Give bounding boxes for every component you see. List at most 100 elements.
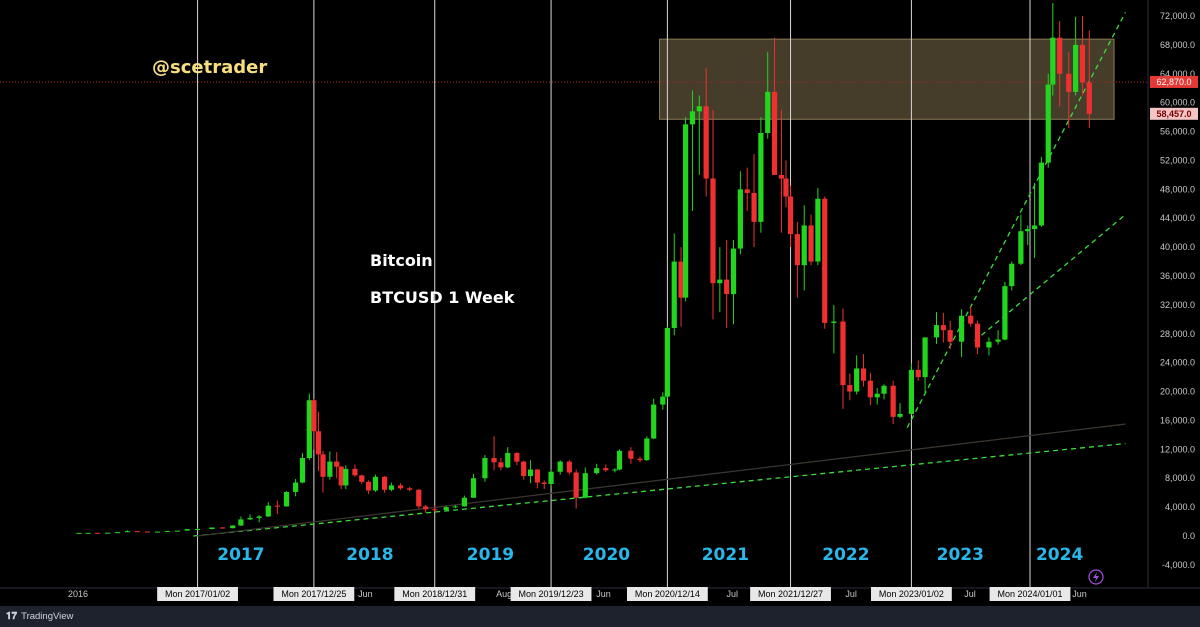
candle-body [689, 111, 696, 125]
candle-body [822, 198, 828, 323]
x-date-label: Mon 2018/12/31 [402, 589, 467, 599]
candle-body [1045, 84, 1051, 163]
candle-body [256, 516, 262, 518]
candle-body [527, 469, 534, 477]
x-tick-label: Jul [964, 589, 976, 599]
candle-body [423, 506, 429, 510]
candle-body [1002, 286, 1008, 340]
candle-body [164, 530, 170, 532]
candle-body [443, 507, 449, 510]
candle-body [315, 431, 322, 455]
candle-body [230, 525, 236, 529]
candle-body [514, 452, 520, 462]
candle-body [184, 529, 190, 531]
candle-body [940, 325, 946, 331]
candle-body [452, 506, 458, 508]
x-date-box [871, 587, 952, 601]
year-label: 2017 [217, 545, 264, 565]
candle-body [874, 393, 880, 398]
x-date-box [510, 587, 592, 601]
candle-body [986, 341, 992, 348]
candle-body [616, 450, 623, 470]
candle-body [737, 189, 743, 249]
candle-body [334, 461, 340, 467]
y-tick-label: 56,000.0 [1160, 127, 1195, 137]
candle-body [1057, 37, 1063, 74]
candle-body [338, 466, 344, 486]
y-tick-label: 4,000.0 [1165, 502, 1195, 512]
candle-body [209, 527, 215, 529]
x-tick-label: Jun [596, 589, 611, 599]
candle-body [730, 248, 737, 295]
candle-body [343, 468, 349, 486]
candle-body [432, 509, 438, 511]
y-tick-label: 48,000.0 [1160, 184, 1195, 194]
y-tick-label: 24,000.0 [1160, 358, 1195, 368]
y-tick-label: 72,000.0 [1160, 11, 1195, 21]
trendline [974, 214, 1126, 342]
candle-body [897, 413, 903, 417]
price-label-reference [1150, 75, 1198, 88]
candle-body [908, 369, 915, 414]
lightning-bolt-icon [1093, 572, 1099, 582]
candle-body [220, 527, 226, 529]
candle-body [461, 497, 468, 507]
candle-body [744, 189, 750, 193]
candle-body [359, 475, 365, 482]
candle-body [265, 505, 271, 517]
candle-body [915, 369, 921, 378]
candle-body [860, 368, 867, 381]
candle-body [933, 325, 940, 338]
candle-body [1031, 225, 1038, 230]
x-date-box [394, 587, 476, 601]
lightning-icon[interactable] [1088, 569, 1104, 585]
y-tick-label: 0.0 [1182, 531, 1195, 541]
x-date-box [626, 587, 708, 601]
x-tick-label: Aug [496, 589, 512, 599]
tradingview-brand: TradingView [21, 611, 74, 622]
candle-body [881, 385, 887, 394]
candle-body [366, 481, 372, 491]
candle-body [660, 396, 666, 405]
x-date-label: Mon 2021/12/27 [758, 589, 823, 599]
candle-body [890, 385, 896, 417]
candle-body [1038, 162, 1045, 226]
x-date-label: Mon 2023/01/02 [879, 589, 944, 599]
candle-body [320, 454, 326, 477]
candle-body [1066, 73, 1072, 92]
x-date-box [157, 587, 238, 601]
y-tick-label: 44,000.0 [1160, 213, 1195, 223]
chart-canvas[interactable]: -4,000.0 0.0 4,000.0 8,000.0 12,000.0 16,000.… [0, 0, 1200, 606]
candle-body [534, 469, 540, 483]
candle-body [922, 337, 928, 378]
x-date-label: Mon 2024/01/01 [997, 589, 1062, 599]
candle-body [603, 468, 609, 471]
symbol-timeframe: BTCUSD 1 Week [370, 288, 515, 307]
candle-body [703, 106, 709, 179]
year-label: 2022 [822, 545, 869, 565]
candle-body [194, 528, 201, 530]
year-label: 2023 [937, 545, 984, 565]
candle-body [651, 404, 657, 439]
candle-body [573, 472, 579, 498]
tradingview-logo[interactable]: 𝟏𝟕 TradingView [6, 611, 73, 622]
candle-body [174, 530, 180, 532]
candle-body [144, 531, 150, 533]
y-tick-label: 16,000.0 [1160, 415, 1195, 425]
y-tick-label: 8,000.0 [1165, 473, 1195, 483]
candle-body [644, 438, 650, 461]
y-tick-label: 20,000.0 [1160, 387, 1195, 397]
candle-body [995, 339, 1001, 342]
candle-body [974, 323, 981, 348]
candle-body [594, 468, 600, 474]
candle-body [710, 178, 716, 284]
candle-body [381, 476, 388, 490]
candle-body [491, 458, 497, 463]
candle-body [717, 279, 723, 284]
candle-body [854, 368, 860, 392]
x-tick-label: 2016 [68, 589, 88, 599]
candle-body [1073, 44, 1079, 92]
candle-body [521, 461, 527, 477]
candle-body [293, 482, 299, 492]
candle-body [154, 531, 161, 533]
